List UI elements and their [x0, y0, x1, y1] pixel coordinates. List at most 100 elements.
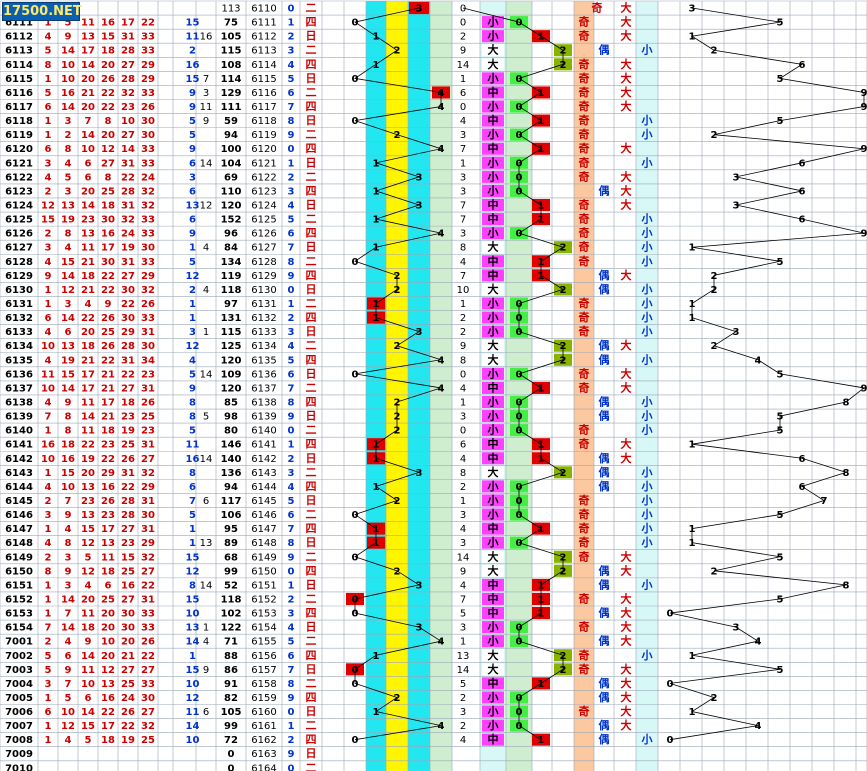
p-cell: 2 [460, 327, 466, 338]
wd-cell: 9 [288, 693, 295, 704]
size-label: 小 [487, 169, 499, 183]
number-cell: 8 [45, 60, 52, 71]
number-cell: 14 [61, 623, 75, 634]
number-cell: 2 [45, 496, 52, 507]
number-cell: 10 [121, 116, 135, 127]
size-label: 小 [487, 409, 499, 423]
wd-cell: 8 [288, 538, 295, 549]
oe-label: 奇 [579, 15, 590, 29]
number-cell: 29 [141, 60, 155, 71]
number-cell: 8 [105, 116, 112, 127]
issue-cell: 6134 [5, 341, 33, 352]
pos-mark-label: 0 [516, 426, 523, 437]
g1-mark-label: 4 [438, 229, 445, 240]
oe-label: 奇 [579, 155, 590, 169]
week-cell: 日 [306, 705, 317, 718]
wd-cell: 0 [288, 426, 295, 437]
issue-cell: 6138 [5, 397, 33, 408]
number-cell: 32 [141, 186, 155, 197]
number-cell: 3 [65, 186, 72, 197]
p-cell: 5 [460, 609, 466, 620]
sum-cell: 91 [224, 679, 238, 690]
sum-cell: 84 [224, 243, 238, 254]
oe-label: 偶 [599, 338, 610, 352]
blue-cell: 12 [186, 341, 200, 352]
size-label: 大 [488, 648, 499, 662]
p-cell: 4 [460, 735, 466, 746]
p-cell: 2 [460, 693, 466, 704]
number-cell: 1 [45, 18, 52, 29]
blue-cell: 6 [189, 482, 196, 493]
size-mark [482, 100, 504, 113]
number-cell: 31 [141, 440, 155, 451]
size-mark [482, 466, 504, 479]
size-mark [482, 44, 504, 57]
blue-cell: 2 [189, 46, 196, 57]
issue-cell: 6133 [5, 327, 33, 338]
size-label: 中 [488, 198, 499, 212]
big-label: 大 [621, 549, 632, 563]
number-cell: 8 [65, 144, 72, 155]
week-cell: 二 [306, 339, 317, 352]
number-cell: 3 [65, 552, 72, 563]
tail-mark: 0 [667, 679, 674, 690]
repeat-cell: 16 [200, 32, 213, 43]
number-cell: 22 [121, 172, 135, 183]
p-cell: 1 [460, 74, 466, 85]
sum-cell: 152 [221, 215, 242, 226]
seq-cell: 6119 [251, 130, 276, 141]
issue-cell: 6152 [5, 594, 33, 605]
size-label: 小 [487, 29, 499, 43]
number-cell: 30 [141, 510, 155, 521]
issue-cell: 6148 [5, 538, 33, 549]
blue-cell: 16 [186, 454, 200, 465]
p-cell: 4 [460, 524, 466, 535]
big-label: 小 [641, 296, 653, 310]
number-cell: 14 [61, 594, 75, 605]
big-label: 大 [621, 99, 632, 113]
p-cell: 6 [460, 440, 466, 451]
blue-cell: 1 [189, 538, 196, 549]
big-label: 小 [641, 732, 653, 746]
sum-cell: 100 [221, 144, 242, 155]
number-cell: 4 [85, 580, 92, 591]
oe-label: 奇 [579, 535, 590, 549]
seq-cell: 6154 [251, 623, 276, 634]
size-mark [482, 114, 504, 127]
number-cell: 25 [101, 186, 115, 197]
issue-cell: 7007 [5, 721, 33, 732]
number-cell: 2 [65, 130, 72, 141]
number-cell: 31 [141, 327, 155, 338]
number-cell: 32 [141, 468, 155, 479]
number-cell: 27 [121, 271, 135, 282]
repeat-cell: 4 [203, 285, 209, 296]
number-cell: 28 [121, 74, 135, 85]
issue-cell: 6118 [5, 116, 33, 127]
repeat-cell: 3 [203, 88, 209, 99]
number-cell: 20 [81, 594, 95, 605]
oe-label: 偶 [599, 394, 610, 408]
number-cell: 14 [81, 412, 95, 423]
p-cell: 1 [460, 637, 466, 648]
size-label: 小 [487, 183, 499, 197]
g1-mark-label: 0 [352, 116, 359, 127]
number-cell: 30 [121, 623, 135, 634]
number-cell: 22 [101, 355, 115, 366]
sum-cell: 120 [221, 355, 242, 366]
number-cell: 27 [121, 665, 135, 676]
issue-cell: 6150 [5, 566, 33, 577]
number-cell: 9 [45, 271, 52, 282]
wd-cell: 2 [288, 594, 295, 605]
number-cell: 1 [45, 609, 52, 620]
seq-cell: 6149 [251, 552, 276, 563]
number-cell: 27 [141, 665, 155, 676]
number-cell: 31 [141, 594, 155, 605]
wd-cell: 6 [288, 510, 295, 521]
g1-mark-label: 1 [373, 538, 380, 549]
week-cell: 二 [306, 761, 317, 771]
size-label: 小 [487, 507, 499, 521]
seq-cell: 6143 [251, 468, 276, 479]
big-label: 大 [621, 704, 632, 718]
blue-cell: 2 [189, 285, 196, 296]
pos-mark-label: 0 [516, 538, 523, 549]
